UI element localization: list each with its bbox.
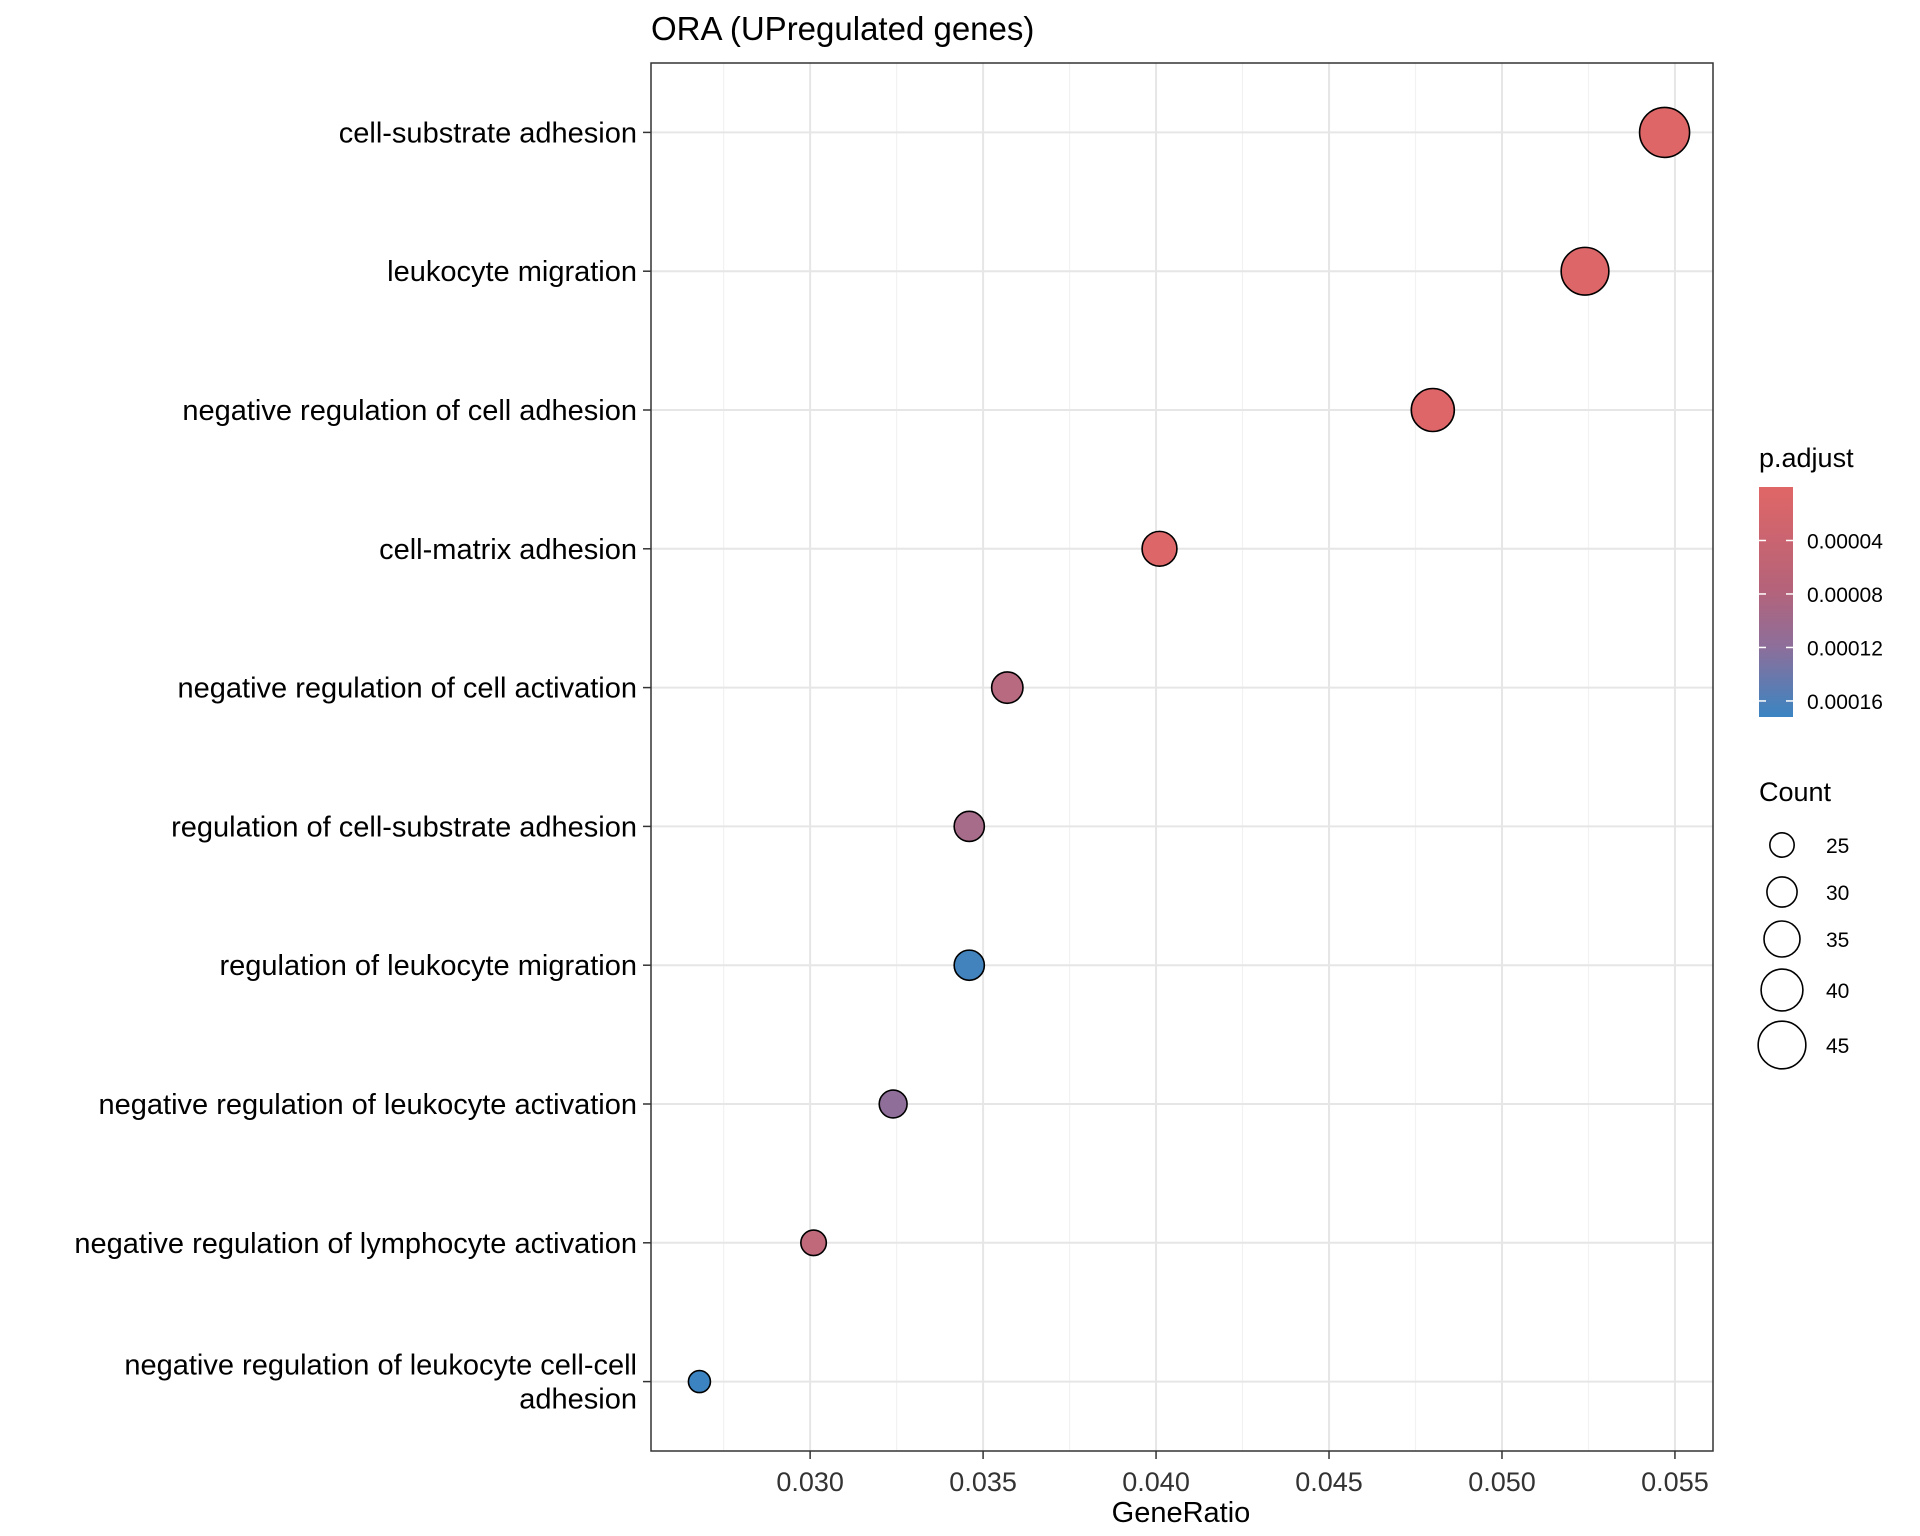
y-tick-label: cell-substrate adhesion xyxy=(339,117,637,149)
data-point xyxy=(1141,530,1178,568)
colorbar-tick-label: 0.00008 xyxy=(1807,584,1883,607)
count-legend-label: 30 xyxy=(1826,882,1849,905)
colorbar-tick-label: 0.00012 xyxy=(1807,637,1883,660)
x-axis-label: GeneRatio xyxy=(1112,1497,1251,1529)
y-axis: cell-substrate adhesion leukocyte migrati… xyxy=(74,117,651,1416)
x-tick-label: 0.050 xyxy=(1468,1467,1536,1497)
x-tick-label: 0.035 xyxy=(949,1467,1017,1497)
y-tick-label: negative regulation of cell adhesion xyxy=(182,395,637,427)
y-tick-label: negative regulation of leukocyte cell-ce… xyxy=(124,1350,637,1382)
count-legend-key xyxy=(1757,1020,1807,1070)
minor-gridlines xyxy=(723,63,1590,1451)
p-adjust-legend-title: p.adjust xyxy=(1759,443,1854,473)
data-point xyxy=(1638,106,1691,159)
count-legend-label: 40 xyxy=(1826,980,1849,1003)
count-legend-key xyxy=(1769,832,1795,858)
count-legend-key xyxy=(1763,920,1801,958)
count-legend-title: Count xyxy=(1759,777,1832,807)
x-tick-label: 0.055 xyxy=(1641,1467,1709,1497)
x-tick-label: 0.030 xyxy=(776,1467,844,1497)
data-point xyxy=(800,1229,828,1257)
count-legend-key xyxy=(1760,968,1804,1012)
y-tick-label: adhesion xyxy=(519,1384,637,1416)
colorbar-tick-label: 0.00004 xyxy=(1807,530,1883,553)
p-adjust-colorbar xyxy=(1759,487,1793,717)
data-point xyxy=(953,949,986,982)
data-points xyxy=(687,106,1691,1394)
y-tick-label: negative regulation of cell activation xyxy=(178,673,637,705)
count-legend-key xyxy=(1766,876,1798,908)
y-tick-label: regulation of cell-substrate adhesion xyxy=(171,811,637,843)
y-tick-label: regulation of leukocyte migration xyxy=(219,950,637,982)
chart-title: ORA (UPregulated genes) xyxy=(651,10,1034,47)
major-gridlines xyxy=(651,63,1713,1451)
data-point xyxy=(1560,246,1610,296)
count-legend-label: 35 xyxy=(1826,929,1849,952)
y-tick-label: cell-matrix adhesion xyxy=(379,534,637,566)
count-legend-label: 45 xyxy=(1826,1035,1849,1058)
x-tick-label: 0.045 xyxy=(1295,1467,1363,1497)
data-point xyxy=(1410,387,1456,433)
count-legend: Count 25 30 35 40 45 xyxy=(1757,777,1849,1070)
data-point xyxy=(953,810,986,843)
p-adjust-legend: p.adjust 0.00004 0.00008 0.00012 0.00016 xyxy=(1759,443,1883,717)
colorbar-tick-label: 0.00016 xyxy=(1807,691,1883,714)
data-point xyxy=(878,1089,908,1119)
data-point xyxy=(687,1369,712,1394)
y-tick-label: negative regulation of leukocyte activat… xyxy=(99,1089,637,1121)
plot-panel xyxy=(650,62,1714,1452)
count-legend-label: 25 xyxy=(1826,835,1849,858)
x-tick-label: 0.040 xyxy=(1122,1467,1190,1497)
x-axis: 0.030 0.035 0.040 0.045 0.050 0.055 xyxy=(776,1451,1709,1497)
data-point xyxy=(990,671,1024,705)
y-tick-label: negative regulation of lymphocyte activa… xyxy=(74,1228,637,1260)
y-tick-label: leukocyte migration xyxy=(387,256,637,288)
